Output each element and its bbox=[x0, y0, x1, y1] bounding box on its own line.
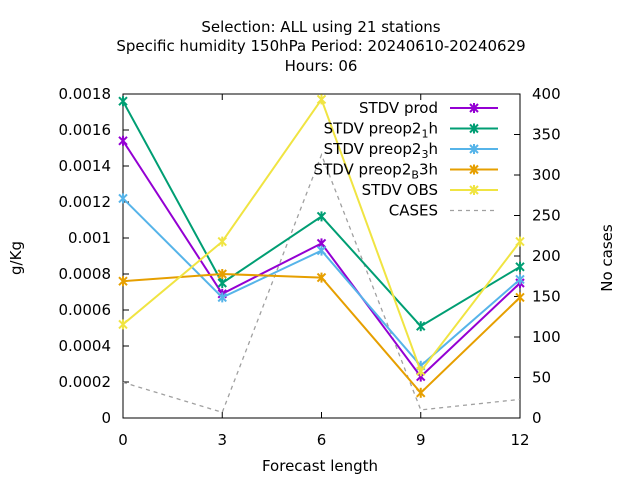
legend-label: CASES bbox=[389, 202, 438, 220]
x-tick-label: 3 bbox=[217, 431, 227, 449]
y-tick-label: 0.0004 bbox=[59, 337, 112, 355]
x-axis: 0 3 6 9 12 bbox=[118, 94, 530, 449]
y2-axis: 0 50 100 150 200 250 300 350 400 bbox=[514, 85, 561, 427]
data-point bbox=[118, 276, 128, 287]
y2-tick-label: 250 bbox=[532, 207, 561, 225]
plot-frame bbox=[122, 93, 521, 419]
legend-item: STDV preop21h bbox=[324, 120, 498, 141]
legend-marker bbox=[469, 103, 479, 113]
y2-tick-label: 0 bbox=[532, 409, 542, 427]
data-point bbox=[316, 94, 327, 105]
legend-label: STDV preop23h bbox=[324, 140, 438, 161]
legend-item: STDV preop23h bbox=[324, 140, 498, 161]
y-tick-label: 0.0012 bbox=[59, 193, 112, 211]
x-tick-label: 12 bbox=[510, 431, 529, 449]
x-tick-label: 9 bbox=[416, 431, 426, 449]
y-tick-label: 0.0014 bbox=[59, 157, 112, 175]
y-tick-label: 0 bbox=[101, 409, 111, 427]
data-point bbox=[515, 261, 525, 272]
legend-marker bbox=[469, 123, 479, 134]
y2-tick-label: 50 bbox=[532, 369, 551, 387]
y-tick-label: 0.0006 bbox=[59, 301, 112, 319]
y2-tick-label: 300 bbox=[532, 166, 561, 184]
data-point bbox=[416, 366, 426, 377]
y2-tick-label: 350 bbox=[532, 126, 561, 144]
series-stdv-obs bbox=[118, 94, 525, 377]
data-point bbox=[118, 319, 128, 330]
data-point bbox=[316, 245, 327, 256]
chart-title: Selection: ALL using 21 stations Specifi… bbox=[116, 18, 525, 75]
legend-marker bbox=[469, 164, 479, 175]
legend-marker bbox=[469, 185, 479, 195]
data-point bbox=[118, 193, 128, 204]
data-point bbox=[118, 135, 128, 146]
legend-item: CASES bbox=[389, 202, 498, 220]
y2-tick-label: 100 bbox=[532, 328, 561, 346]
legend-marker bbox=[469, 144, 479, 154]
y-tick-label: 0.0016 bbox=[59, 121, 112, 139]
y-axis: 0 0.0002 0.0004 0.0006 0.0008 0.001 0.0012 0.00… bbox=[59, 85, 129, 427]
legend-label: STDV preop21h bbox=[324, 120, 438, 141]
data-point bbox=[515, 236, 525, 247]
y-tick-label: 0.001 bbox=[68, 229, 111, 247]
legend-label: STDV prod bbox=[359, 99, 438, 117]
y-tick-label: 0.0008 bbox=[59, 265, 112, 283]
x-axis-label: Forecast length bbox=[262, 457, 378, 475]
legend-item: STDV prod bbox=[359, 99, 498, 117]
series-stdv-preop2-b3h bbox=[118, 269, 525, 398]
data-point bbox=[416, 321, 426, 332]
legend-item: STDV OBS bbox=[362, 181, 498, 199]
data-point bbox=[217, 269, 227, 279]
y-axis-label: g/Kg bbox=[7, 241, 25, 275]
series-cases bbox=[122, 152, 521, 414]
title-line-1: Selection: ALL using 21 stations bbox=[201, 18, 440, 36]
title-line-2: Specific humidity 150hPa Period: 2024061… bbox=[116, 37, 525, 55]
title-line-3: Hours: 06 bbox=[285, 57, 358, 75]
y2-axis-label: No cases bbox=[598, 224, 616, 292]
data-point bbox=[316, 272, 327, 283]
data-point bbox=[416, 387, 426, 398]
data-point bbox=[316, 211, 327, 222]
y-tick-label: 0.0018 bbox=[59, 85, 112, 103]
y2-tick-label: 150 bbox=[532, 288, 561, 306]
series-layer bbox=[118, 94, 525, 414]
legend-label: STDV OBS bbox=[362, 181, 438, 199]
data-point bbox=[217, 292, 227, 303]
data-point bbox=[217, 278, 227, 288]
legend-item: STDV preop2B3h bbox=[314, 161, 498, 182]
y2-tick-label: 200 bbox=[532, 247, 561, 265]
data-point bbox=[515, 274, 525, 285]
series-line bbox=[122, 272, 521, 395]
x-tick-label: 6 bbox=[317, 431, 327, 449]
series-stdv-preop2-1h bbox=[118, 96, 525, 332]
y-tick-label: 0.0002 bbox=[59, 373, 112, 391]
series-line bbox=[122, 152, 521, 414]
data-point bbox=[118, 96, 128, 107]
data-point bbox=[515, 292, 525, 303]
x-tick-label: 0 bbox=[118, 431, 128, 449]
legend-label: STDV preop2B3h bbox=[314, 161, 438, 182]
data-point bbox=[217, 236, 227, 247]
y2-tick-label: 400 bbox=[532, 85, 561, 103]
